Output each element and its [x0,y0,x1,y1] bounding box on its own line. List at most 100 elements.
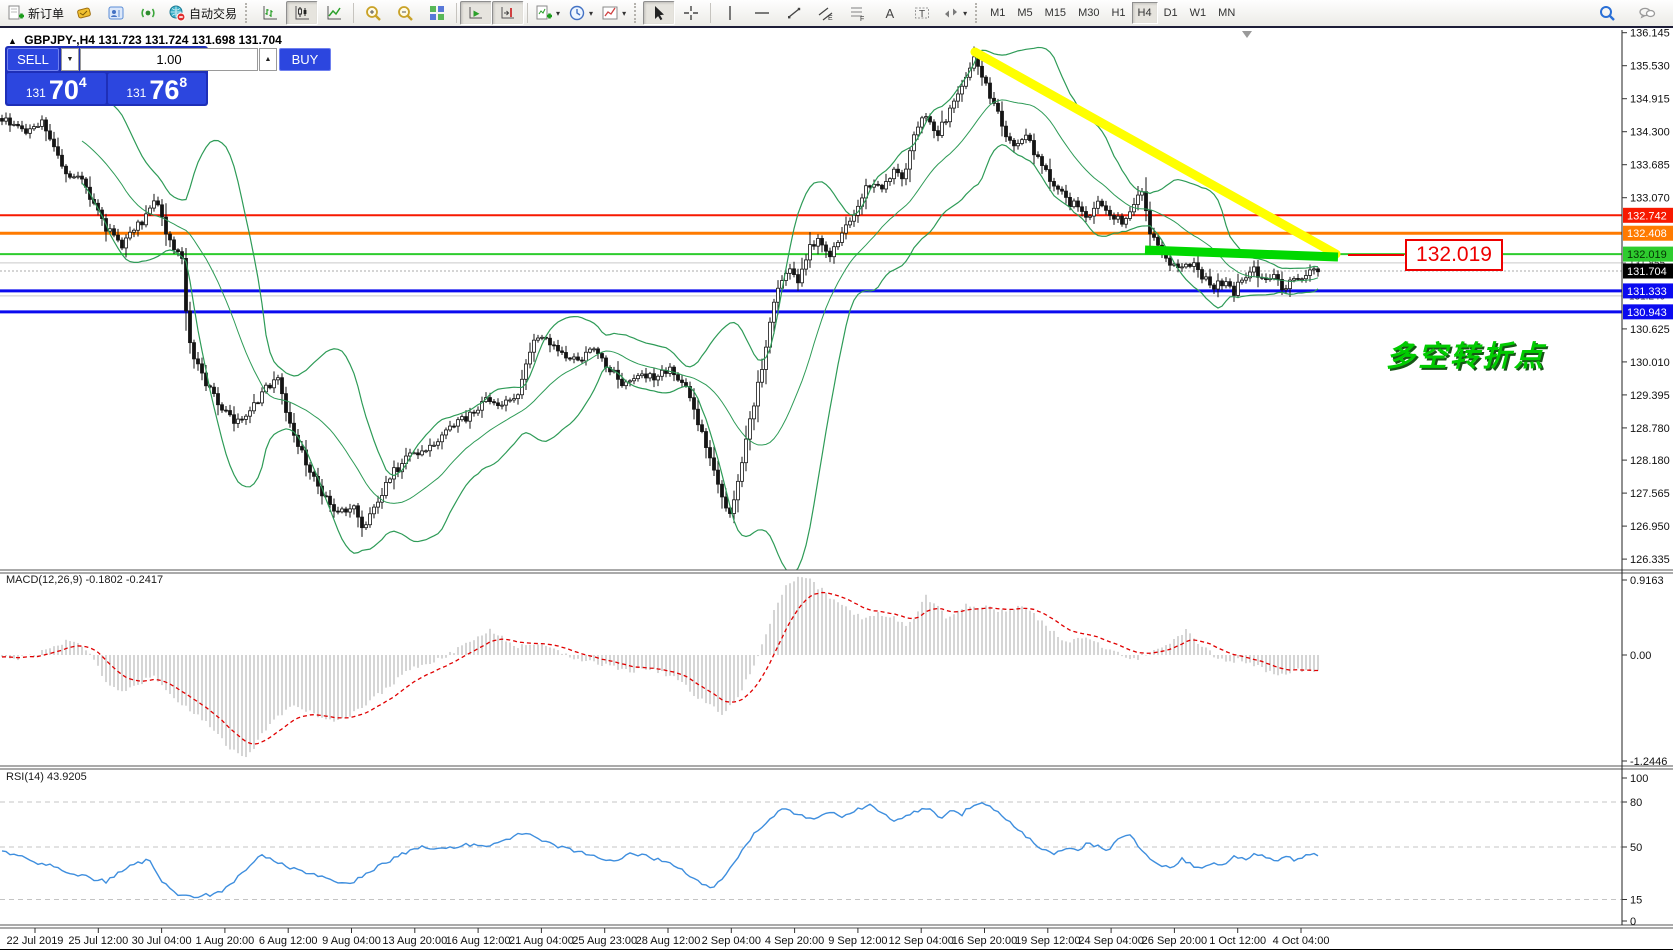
time-axis-label: 2 Sep 04:00 [702,935,761,947]
time-axis-label: 28 Aug 12:00 [636,935,701,947]
volume-input[interactable] [80,48,258,71]
rsi-axis-label: 50 [1630,842,1642,854]
text-label-button[interactable]: T [906,1,938,25]
signals-icon [139,4,157,22]
sell-button[interactable]: SELL [7,48,59,71]
horizontal-line-button[interactable] [746,1,778,25]
crosshair-button[interactable] [675,1,707,25]
bollinger-band [81,99,1319,504]
toolbar-separator [710,3,712,23]
indicators-button[interactable]: ▾ [531,1,564,25]
timeframe-m5[interactable]: M5 [1017,7,1033,19]
tile-windows-icon [428,4,446,22]
chart-shift-marker [1242,31,1252,38]
signals-button[interactable] [132,1,164,25]
arrows-button[interactable]: ▾ [938,1,971,25]
price-line-label-text: 132.742 [1627,210,1667,222]
buy-button[interactable]: BUY [279,48,331,71]
toolbar-grip [245,3,250,23]
symbol-arrow-icon: ▲ [8,36,17,46]
zoom-out-button[interactable] [389,1,421,25]
autotrading-icon [168,4,186,22]
new-order-label: 新订单 [28,6,65,21]
macd-axis-label: 0.00 [1630,650,1651,662]
volume-increase-button[interactable]: ▲ [259,48,277,71]
bar-chart-icon [261,4,279,22]
price-line-label-text: 132.019 [1627,249,1667,261]
search-button[interactable] [1591,1,1623,25]
price-line-label-text: 131.333 [1627,286,1667,298]
price-tick-label: 128.780 [1630,423,1670,435]
price-callout-box[interactable]: 132.019 [1405,239,1503,271]
svg-text:E: E [828,15,833,22]
arrows-icon [942,4,960,22]
vertical-line-icon [721,4,739,22]
tile-windows-button[interactable] [421,1,453,25]
time-axis-label: 9 Aug 04:00 [322,935,381,947]
equidistant-channel-button[interactable]: E [810,1,842,25]
market-watch-button[interactable] [68,1,100,25]
zoom-in-icon [364,4,382,22]
buy-price-tile[interactable]: 131 76 8 [107,73,206,104]
chinese-annotation[interactable]: 多空转折点 [1386,341,1547,373]
trendline-icon [785,4,803,22]
timeframe-h1[interactable]: H1 [1111,7,1126,19]
timeframe-mn[interactable]: MN [1218,7,1236,19]
chart-shift-button[interactable] [492,1,525,25]
timeframe-w1[interactable]: W1 [1189,7,1207,19]
line-chart-icon [325,4,343,22]
time-axis-label: 9 Sep 12:00 [828,935,887,947]
symbol-name: GBPJPY-,H4 [24,33,95,47]
trendline-button[interactable] [778,1,810,25]
cursor-button[interactable] [643,1,676,25]
profiles-button[interactable] [100,1,132,25]
sell-price-tile[interactable]: 131 70 4 [7,73,106,104]
autotrading-button[interactable]: 自动交易 [164,1,241,25]
new-order-button[interactable]: 新订单 [3,1,68,25]
time-axis-label: 21 Aug 04:00 [509,935,574,947]
chat-icon [1638,4,1656,22]
price-axis: 136.145 135.530 134.915 134.300 133.685 133.0… [1621,28,1673,928]
new-order-icon [7,4,25,22]
fibonacci-icon: F [849,4,867,22]
price-tick-label: 129.395 [1630,390,1670,402]
zoom-in-button[interactable] [357,1,389,25]
volume-decrease-button[interactable]: ▼ [61,48,79,71]
macd-indicator-label: MACD(12,26,9) -0.1802 -0.2417 [6,574,164,586]
time-axis-label: 25 Jul 12:00 [68,935,128,947]
time-axis-label: 16 Aug 12:00 [446,935,511,947]
timeframe-m30[interactable]: M30 [1078,7,1100,19]
bar-chart-type-button[interactable] [254,1,286,25]
price-line-label [1623,304,1673,320]
price-tick-label: 127.565 [1630,488,1670,500]
fibonacci-button[interactable]: F [842,1,874,25]
rsi-axis-label: 15 [1630,895,1642,907]
timeframe-d1[interactable]: D1 [1163,7,1178,19]
time-axis-label: 6 Aug 12:00 [259,935,318,947]
autotrading-label: 自动交易 [189,6,238,21]
green-support-segment [1144,245,1339,262]
candlestick-chart-icon [293,4,311,22]
candlestick-chart-type-button[interactable] [286,1,319,25]
volume-control: ▼ ▲ [61,48,277,71]
timeframe-m15[interactable]: M15 [1044,7,1067,19]
toolbar-right-icons [1591,1,1673,25]
vertical-line-button[interactable] [714,1,746,25]
price-tick-label: 128.180 [1630,455,1670,467]
auto-scroll-icon [467,4,485,22]
time-axis-label: 30 Jul 04:00 [132,935,192,947]
templates-button[interactable]: ▾ [597,1,630,25]
periods-button[interactable]: ▾ [564,1,597,25]
line-chart-type-button[interactable] [318,1,350,25]
text-button[interactable]: A [874,1,906,25]
price-tick-label: 126.950 [1630,521,1670,533]
timeframe-h4[interactable]: H4 [1131,2,1158,24]
timeframe-m1[interactable]: M1 [990,7,1006,19]
auto-scroll-button[interactable] [460,1,493,25]
chat-button[interactable] [1631,1,1663,25]
macd-axis-label: 0.9163 [1630,575,1664,587]
time-axis-label: 13 Aug 20:00 [382,935,447,947]
price-tick-label: 134.300 [1630,127,1670,139]
